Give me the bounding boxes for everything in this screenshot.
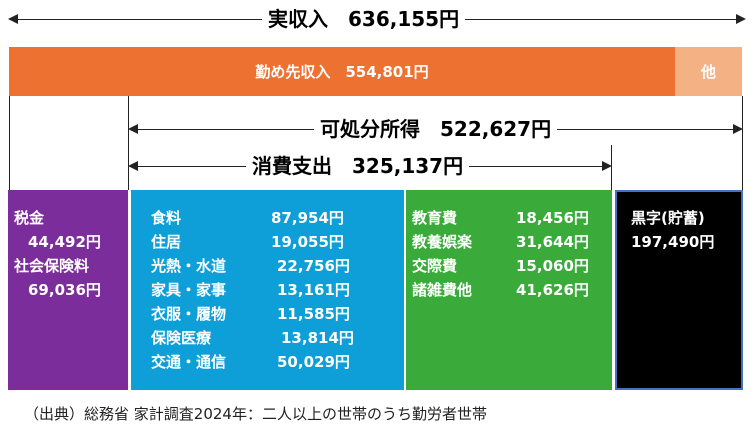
spending-a-value: 13,814円: [281, 329, 354, 347]
disposable-income-label: 可処分所得 522,627円: [314, 117, 558, 141]
spending-a-name: 保険医療: [151, 329, 212, 347]
spending-a-value: 11,585円: [277, 305, 350, 323]
spending-a-box: 食料 87,954円 住居 19,055円 光熱・水道 22,756円 家具・家…: [131, 190, 404, 390]
spending-b-name: 交際費: [412, 257, 458, 275]
spending-a-name: 食料: [151, 209, 182, 227]
other-income-bar: 他: [675, 47, 742, 96]
work-income-label: 勤め先収入 554,801円: [255, 63, 429, 81]
left-guide-line: [9, 96, 10, 190]
disposable-left-guide-line: [128, 96, 129, 190]
spending-b-name: 諸雑費他: [412, 281, 473, 299]
tax-item-name: 社会保険料: [14, 257, 90, 275]
tax-box: 税金 44,492円 社会保険料 69,036円: [8, 190, 128, 390]
surplus-value: 197,490円: [631, 233, 715, 251]
source-note: （出典）総務省 家計調査2024年：二人以上の世帯のうち勤労者世帯: [24, 405, 487, 423]
spending-a-value: 13,161円: [277, 281, 350, 299]
surplus-name: 黒字(貯蓄): [631, 209, 705, 227]
income-total-label: 実収入 636,155円: [262, 7, 466, 31]
right-guide-line: [742, 96, 743, 190]
spending-a-name: 住居: [151, 233, 182, 251]
spending-b-value: 31,644円: [516, 233, 589, 251]
spending-b-name: 教養娯楽: [412, 233, 473, 251]
spending-a-value: 87,954円: [271, 209, 344, 227]
spending-a-value: 50,029円: [277, 353, 350, 371]
spending-a-name: 交通・通信: [151, 353, 227, 371]
tax-item-value: 69,036円: [28, 281, 101, 299]
tax-item-value: 44,492円: [28, 233, 101, 251]
surplus-box: 黒字(貯蓄) 197,490円: [615, 190, 743, 390]
spending-b-value: 15,060円: [516, 257, 589, 275]
spending-b-name: 教育費: [412, 209, 458, 227]
spending-a-name: 光熱・水道: [151, 257, 227, 275]
spending-b-value: 41,626円: [516, 281, 589, 299]
work-income-bar: 勤め先収入 554,801円: [9, 47, 675, 96]
other-income-label: 他: [700, 63, 716, 81]
spending-a-name: 衣服・履物: [151, 305, 227, 323]
tax-item-name: 税金: [14, 209, 45, 227]
spending-a-value: 22,756円: [277, 257, 350, 275]
spending-a-value: 19,055円: [271, 233, 344, 251]
spending-b-box: 教育費 18,456円 教養娯楽 31,644円 交際費 15,060円 諸雑費…: [406, 190, 612, 390]
consumption-label: 消費支出 325,137円: [246, 154, 470, 178]
spending-b-value: 18,456円: [516, 209, 589, 227]
spending-a-name: 家具・家事: [151, 281, 227, 299]
